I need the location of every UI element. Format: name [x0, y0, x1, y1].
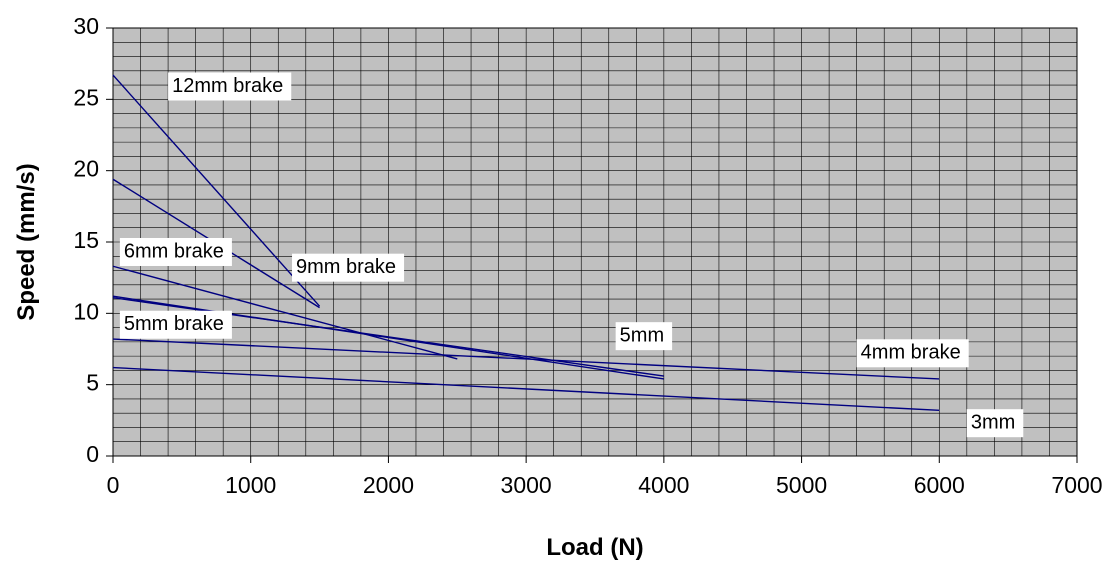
annotation-text: 5mm [620, 324, 664, 346]
annotation-text: 4mm brake [861, 342, 961, 364]
y-axis-title: Speed (mm/s) [13, 163, 40, 320]
annotation-text: 9mm brake [296, 256, 396, 278]
annotation-box [966, 409, 1024, 438]
x-tick-label: 1000 [225, 472, 276, 498]
y-tick-label: 25 [73, 84, 99, 110]
annotation-text: 3mm [971, 411, 1015, 433]
y-tick-label: 15 [73, 227, 99, 253]
series-line-4mm-brake [112, 338, 940, 380]
x-axis-title: Load (N) [546, 534, 643, 561]
series-lines [112, 74, 940, 412]
y-axis: 0 5 10 15 20 25 30 [73, 13, 113, 467]
annotation-text: 12mm brake [172, 75, 283, 97]
series-line-5mm-brake [112, 295, 664, 380]
series-line-5mm [112, 296, 664, 377]
series-line-3mm [112, 366, 940, 412]
x-axis: 0 1000 2000 3000 4000 5000 6000 7000 [107, 456, 1103, 498]
x-tick-label: 2000 [363, 472, 414, 498]
annotation-box [615, 322, 673, 351]
annotation-12mm-brake: 12mm brake [168, 72, 292, 101]
annotation-3mm: 3mm [966, 409, 1024, 438]
series-line-12mm-brake [112, 74, 321, 307]
x-tick-label: 3000 [501, 472, 552, 498]
x-tick-label: 7000 [1051, 472, 1102, 498]
y-tick-label: 0 [86, 441, 99, 467]
annotation-text: 6mm brake [124, 240, 224, 262]
y-tick-label: 20 [73, 156, 99, 182]
annotation-labels: 12mm brake 9mm brake 6mm brake 5mm brake 5mm… [119, 72, 1024, 438]
x-tick-label: 5000 [776, 472, 827, 498]
annotation-4mm-brake: 4mm brake [856, 339, 969, 368]
annotation-5mm-brake: 5mm brake [119, 310, 232, 339]
annotation-box [292, 253, 405, 282]
annotation-text: 5mm brake [124, 313, 224, 335]
annotation-box [168, 72, 292, 101]
x-tick-label: 0 [107, 472, 120, 498]
series-line-6mm-brake [112, 265, 458, 360]
y-tick-label: 10 [73, 298, 99, 324]
annotation-box [119, 237, 232, 266]
y-tick-label: 5 [86, 370, 99, 396]
annotation-box [856, 339, 969, 368]
annotation-box [119, 310, 232, 339]
x-tick-label: 6000 [914, 472, 965, 498]
annotation-5mm: 5mm [615, 322, 673, 351]
x-tick-label: 4000 [638, 472, 689, 498]
y-tick-label: 30 [73, 13, 99, 39]
annotation-6mm-brake: 6mm brake [119, 237, 232, 266]
annotation-9mm-brake: 9mm brake [292, 253, 405, 282]
